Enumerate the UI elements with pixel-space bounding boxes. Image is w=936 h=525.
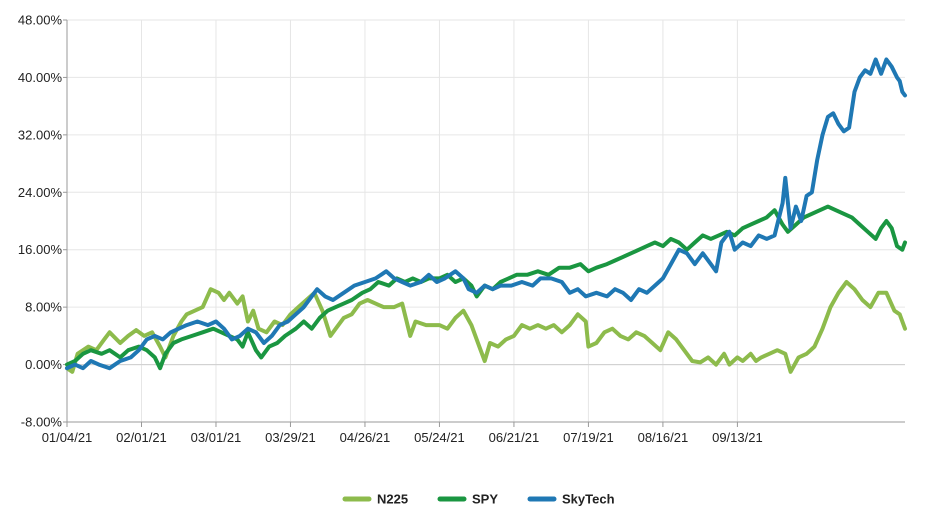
- x-tick-label: 08/16/21: [638, 430, 689, 445]
- x-axis-ticks: 01/04/21 02/01/21 03/01/21 03/29/21 04/26/21…: [42, 422, 763, 445]
- y-tick-label: -8.00%: [21, 415, 63, 430]
- x-tick-label: 01/04/21: [42, 430, 93, 445]
- y-tick-label: 16.00%: [18, 242, 63, 257]
- legend-item-skytech[interactable]: SkyTech: [527, 492, 615, 507]
- legend-item-spy[interactable]: SPY: [437, 492, 498, 507]
- y-tick-label: 24.00%: [18, 185, 63, 200]
- y-tick-label: 0.00%: [25, 357, 62, 372]
- x-tick-label: 06/21/21: [489, 430, 540, 445]
- x-tick-label: 07/19/21: [563, 430, 614, 445]
- y-axis-ticks: -8.00% 0.00% 8.00% 16.00% 24.00% 32.00% 40.00%…: [18, 13, 67, 430]
- series-line-skytech: [65, 57, 907, 371]
- y-tick-label: 32.00%: [18, 127, 63, 142]
- x-tick-label: 05/24/21: [414, 430, 465, 445]
- legend-label: N225: [377, 492, 408, 507]
- axes: [66, 20, 905, 423]
- y-tick-label: 40.00%: [18, 70, 63, 85]
- legend-label: SkyTech: [562, 492, 615, 507]
- y-tick-label: 8.00%: [25, 300, 62, 315]
- series-lines: [65, 57, 907, 374]
- x-tick-label: 09/13/21: [712, 430, 763, 445]
- x-tick-label: 03/01/21: [191, 430, 242, 445]
- legend-label: SPY: [472, 492, 498, 507]
- x-tick-label: 04/26/21: [340, 430, 391, 445]
- y-tick-label: 48.00%: [18, 13, 63, 28]
- x-tick-label: 02/01/21: [116, 430, 167, 445]
- legend[interactable]: N225 SPY SkyTech: [342, 492, 615, 507]
- x-tick-label: 03/29/21: [265, 430, 316, 445]
- legend-item-n225[interactable]: N225: [342, 492, 408, 507]
- series-line-n225: [65, 280, 907, 374]
